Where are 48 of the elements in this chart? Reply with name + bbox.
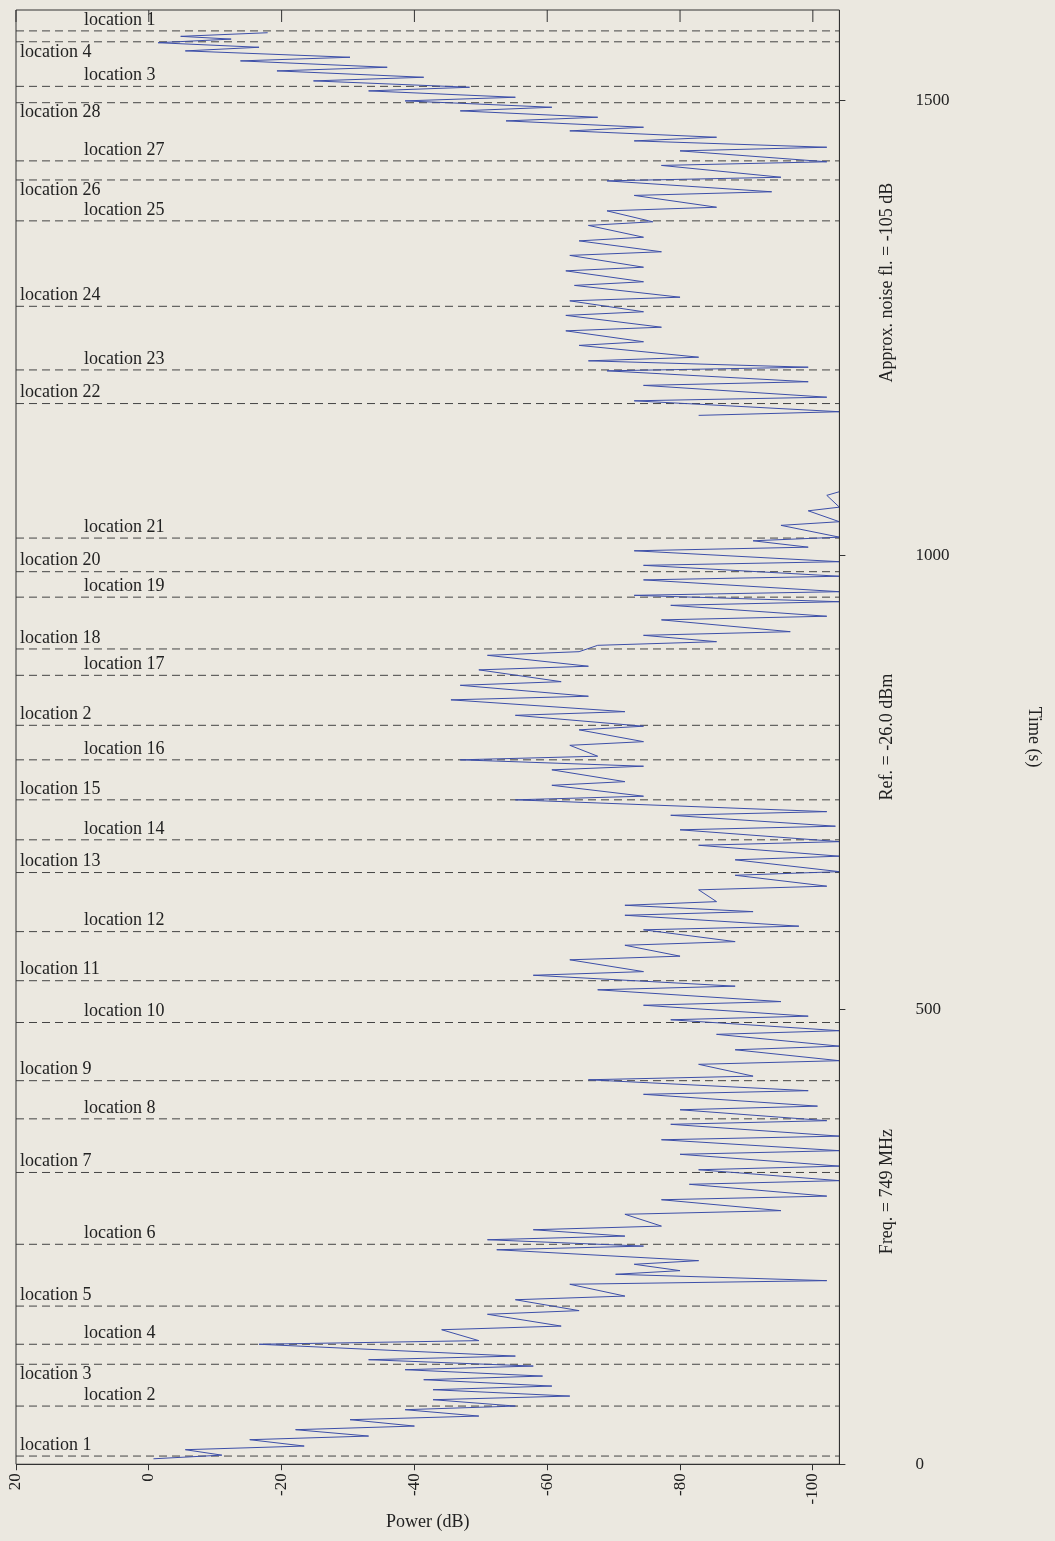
x-tick-label: -100 — [802, 1473, 822, 1505]
ref-line-label: location 17 — [84, 653, 165, 674]
ref-line-label: location 1 — [84, 8, 156, 29]
ref-line-label: location 4 — [84, 1322, 156, 1342]
ref-line-label: location 27 — [84, 138, 165, 159]
ref-line-label: location 10 — [84, 1000, 165, 1021]
ref-line-label: location 28 — [20, 101, 101, 122]
ref-line-label: location 26 — [20, 178, 101, 199]
ref-line-label: location 3 — [20, 1362, 92, 1383]
ref-line-label: location 20 — [20, 549, 101, 570]
text: Approx. noise fl. = -105 dB — [876, 182, 897, 383]
ref-line-label: location 13 — [20, 850, 101, 871]
ref-line-label: location 11 — [20, 958, 100, 979]
x-axis-title: Power (dB) — [385, 1510, 470, 1532]
ref-line-label: location 16 — [84, 737, 165, 758]
ref-line-label: location 18 — [20, 626, 101, 647]
ref-line-label: location 12 — [84, 909, 165, 930]
x-tick-label: 0 — [138, 1473, 158, 1482]
ref-line-label: location 2 — [20, 703, 92, 724]
text: Ref. = -26.0 dBm — [876, 673, 897, 801]
ref-line-label: location 24 — [20, 284, 101, 305]
x-tick-label: 20 — [5, 1473, 25, 1491]
ref-line-label: location 21 — [84, 515, 165, 536]
ref-line-label: location 9 — [20, 1058, 92, 1079]
ref-line-label: location 4 — [20, 40, 92, 61]
ref-line-label: location 19 — [84, 574, 165, 595]
ref-line-label: location 8 — [84, 1096, 156, 1117]
x-tick-label: -80 — [669, 1473, 689, 1496]
ref-line-label: location 6 — [84, 1222, 156, 1243]
ref-line-label: location 25 — [84, 198, 165, 219]
ref-line-label: location 14 — [84, 817, 165, 838]
y-tick-label: 1000 — [915, 544, 950, 564]
y-axis-title: Time (s) — [1024, 706, 1046, 768]
x-tick-label: -40 — [403, 1473, 423, 1496]
ref-line-label: location 15 — [20, 777, 101, 798]
y-tick-label: 1500 — [915, 90, 950, 110]
text: Freq. = 749 MHz — [876, 1128, 897, 1255]
ref-line-label: location 3 — [84, 64, 156, 85]
ref-line-label: location 5 — [20, 1283, 92, 1304]
y-tick-label: 0 — [915, 1453, 924, 1473]
ref-line-label: location 1 — [20, 1433, 92, 1454]
ref-line-label: location 23 — [84, 347, 165, 368]
y-tick-label: 500 — [915, 999, 941, 1019]
ref-line-label: location 22 — [20, 381, 101, 402]
x-tick-label: -20 — [271, 1473, 291, 1496]
x-tick-label: -60 — [536, 1473, 556, 1496]
ref-line-label: location 7 — [20, 1150, 92, 1171]
ref-line-label: location 2 — [84, 1383, 156, 1404]
